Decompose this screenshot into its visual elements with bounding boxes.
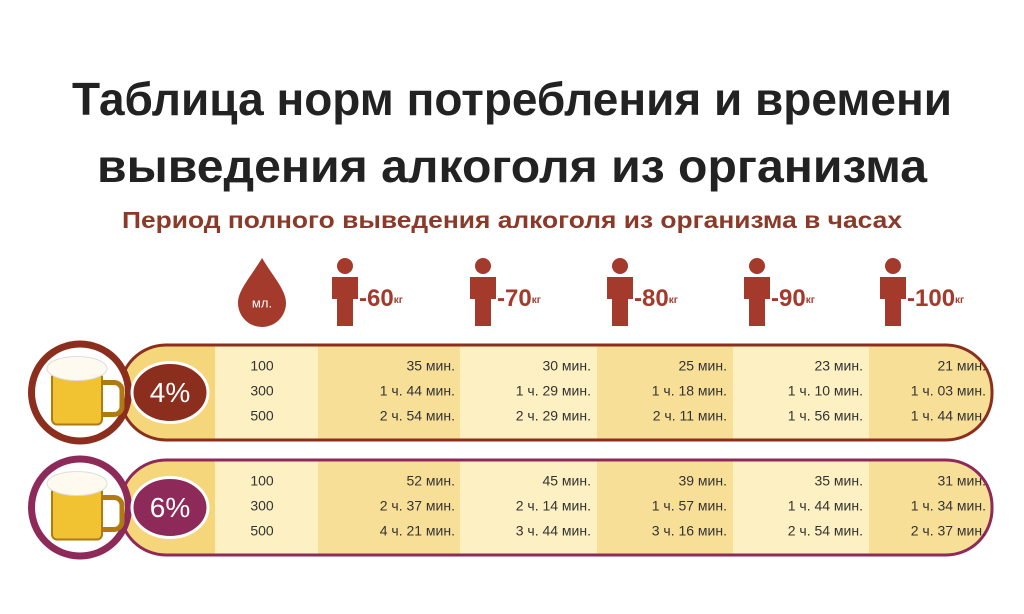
- person-body: [880, 277, 906, 326]
- person-head: [612, 258, 628, 274]
- time-cell: 1 ч. 44 мин.: [911, 408, 986, 424]
- weight-number: -70: [497, 285, 532, 312]
- title-line: Таблица норм потребления и времени: [72, 73, 952, 125]
- time-cell: 1 ч. 03 мин.: [911, 383, 986, 399]
- time-cell: 35 мин.: [814, 473, 863, 489]
- column-stripe: [597, 345, 733, 440]
- person-body: [332, 277, 358, 326]
- time-cell: 21 мин.: [937, 358, 986, 374]
- volume-cell: 300: [250, 383, 274, 399]
- volume-cell: 100: [250, 358, 274, 374]
- person-body: [607, 277, 633, 326]
- weight-label: -60кг: [359, 285, 403, 312]
- volume-cell: 300: [250, 498, 274, 514]
- weight-unit: кг: [955, 295, 964, 306]
- volume-cell: 500: [250, 523, 274, 539]
- time-cell: 25 мин.: [678, 358, 727, 374]
- column-stripe: [869, 460, 992, 555]
- column-stripe: [869, 345, 992, 440]
- strength-label: 6%: [150, 492, 190, 523]
- strength-badge: [130, 361, 210, 424]
- time-cell: 3 ч. 44 мин.: [516, 523, 591, 539]
- weight-label: -90кг: [771, 285, 815, 312]
- time-cell: 31 мин.: [937, 473, 986, 489]
- time-cell: 45 мин.: [542, 473, 591, 489]
- column-stripe: [215, 460, 318, 555]
- time-cell: 3 ч. 16 мин.: [652, 523, 727, 539]
- time-cell: 23 мин.: [814, 358, 863, 374]
- weight-label: -80кг: [634, 285, 678, 312]
- time-cell: 1 ч. 44 мин.: [788, 498, 863, 514]
- title-line: выведения алкоголя из организма: [97, 140, 927, 192]
- person-head: [475, 258, 491, 274]
- weight-unit: кг: [394, 295, 403, 306]
- weight-label: -100кг: [907, 285, 964, 312]
- band: [120, 460, 992, 555]
- time-cell: 2 ч. 11 мин.: [653, 408, 727, 424]
- column-stripe: [318, 460, 460, 555]
- time-cell: 1 ч. 29 мин.: [516, 383, 591, 399]
- time-cell: 2 ч. 14 мин.: [516, 498, 591, 514]
- mug-foam: [46, 356, 108, 381]
- weight-number: -60: [359, 285, 394, 312]
- time-cell: 35 мин.: [406, 358, 455, 374]
- time-cell: 30 мин.: [542, 358, 591, 374]
- time-cell: 1 ч. 44 мин.: [380, 383, 455, 399]
- time-cell: 4 ч. 21 мин.: [380, 523, 455, 539]
- person-body: [744, 277, 770, 326]
- volume-cell: 100: [250, 473, 274, 489]
- subtitle: Период полного выведения алкоголя из орг…: [122, 207, 902, 233]
- column-stripe: [733, 460, 869, 555]
- strength-badge: [130, 476, 210, 539]
- time-cell: 1 ч. 57 мин.: [652, 498, 727, 514]
- weight-number: -100: [907, 285, 955, 312]
- column-stripe: [318, 345, 460, 440]
- mug-foam: [46, 471, 108, 496]
- time-cell: 39 мин.: [678, 473, 727, 489]
- time-cell: 1 ч. 56 мин.: [788, 408, 863, 424]
- column-stripe: [460, 460, 597, 555]
- time-cell: 2 ч. 54 мин.: [788, 523, 863, 539]
- time-cell: 1 ч. 10 мин.: [788, 383, 863, 399]
- time-cell: 2 ч. 37 мин.: [380, 498, 455, 514]
- mug-handle: [102, 495, 125, 532]
- strength-label: 4%: [150, 377, 190, 408]
- weight-unit: кг: [532, 295, 541, 306]
- person-body: [470, 277, 496, 326]
- person-head: [749, 258, 765, 274]
- person-head: [337, 258, 353, 274]
- column-stripe: [733, 345, 869, 440]
- volume-cell: 500: [250, 408, 274, 424]
- time-cell: 52 мин.: [406, 473, 455, 489]
- column-stripe: [215, 345, 318, 440]
- mug-handle: [102, 380, 125, 417]
- column-stripe: [460, 345, 597, 440]
- drop-icon: [238, 258, 286, 327]
- weight-label: -70кг: [497, 285, 541, 312]
- weight-number: -80: [634, 285, 669, 312]
- time-cell: 1 ч. 18 мин.: [652, 383, 727, 399]
- time-cell: 1 ч. 34 мин.: [911, 498, 986, 514]
- weight-unit: кг: [806, 295, 815, 306]
- time-cell: 2 ч. 29 мин.: [516, 408, 591, 424]
- band: [120, 345, 992, 440]
- weight-unit: кг: [669, 295, 678, 306]
- volume-unit: мл.: [252, 295, 272, 310]
- person-head: [885, 258, 901, 274]
- column-stripe: [597, 460, 733, 555]
- time-cell: 2 ч. 37 мин.: [911, 523, 986, 539]
- weight-number: -90: [771, 285, 806, 312]
- time-cell: 2 ч. 54 мин.: [380, 408, 455, 424]
